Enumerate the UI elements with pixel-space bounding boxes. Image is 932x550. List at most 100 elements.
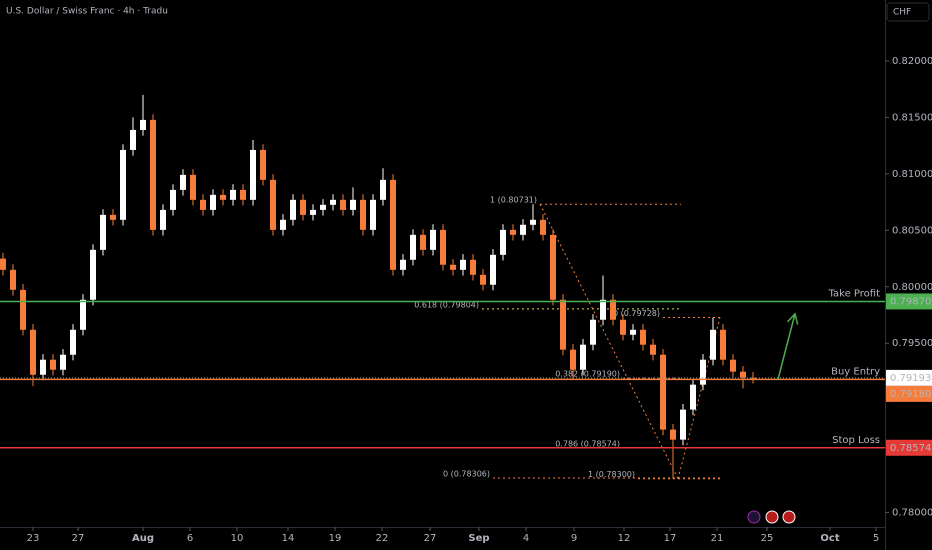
candle-body [130, 129, 136, 150]
candle-body [40, 359, 46, 375]
level-name: Stop Loss [832, 435, 880, 446]
candle-body [360, 199, 366, 230]
candle-body [320, 204, 326, 210]
x-tick-label: 9 [571, 533, 577, 544]
arrow [777, 313, 796, 380]
fib-label: 1 (0.78300) [588, 470, 635, 479]
candle-body [650, 344, 656, 355]
candle-body [60, 354, 66, 370]
chart-title: U.S. Dollar / Swiss Franc · 4h · Tradu [6, 7, 168, 17]
y-tick-label: 0.81000 [892, 169, 932, 180]
candle-body [240, 189, 246, 200]
price-box [886, 385, 932, 402]
candle-body [460, 259, 466, 270]
candle-body [480, 274, 486, 285]
candle-body [140, 119, 146, 130]
x-tick-label: 6 [187, 533, 193, 544]
candle-body [370, 199, 376, 230]
candle-body [20, 289, 26, 330]
candle-body [50, 359, 56, 370]
candle-body [510, 229, 516, 235]
x-tick-label: 27 [72, 533, 85, 544]
x-tick-label: Oct [820, 533, 839, 544]
trendline [539, 204, 679, 479]
candle-body [620, 319, 626, 335]
fib-label: 0.786 (0.78574) [555, 439, 620, 448]
candle-body [470, 259, 476, 275]
candle-body [550, 234, 556, 300]
candle-body [70, 329, 76, 355]
candle-body [710, 329, 716, 360]
candle-body [250, 149, 256, 200]
candle-body [350, 199, 356, 210]
candle-body [600, 299, 606, 320]
event-icon[interactable] [782, 510, 796, 524]
candle-body [220, 194, 226, 200]
x-tick-label: 27 [424, 533, 437, 544]
candle-body [450, 264, 456, 270]
x-tick-label: 5 [873, 533, 879, 544]
candle-body [200, 199, 206, 210]
y-tick-label: 0.81500 [892, 112, 932, 123]
candle-body [720, 329, 726, 360]
fib-label: 0.382 (0.79190) [555, 370, 620, 379]
price-box [886, 369, 932, 386]
x-tick-label: 10 [231, 533, 244, 544]
x-tick-label: 14 [282, 533, 295, 544]
price-box [886, 439, 932, 456]
candle-body [170, 189, 176, 210]
level-name: Take Profit [828, 288, 881, 299]
x-tick-label: Sep [468, 533, 489, 544]
candle-body [530, 219, 536, 225]
candle-body [180, 174, 186, 190]
level-name: Buy Entry [831, 366, 880, 377]
arrow-head [786, 312, 799, 325]
x-tick-label: Aug [132, 533, 154, 544]
candle-body [190, 174, 196, 200]
candle-body [740, 371, 746, 378]
candle-body [700, 359, 706, 385]
candle-body [580, 344, 586, 370]
x-tick-label: 12 [618, 533, 631, 544]
price-box-label: 0.78574 [890, 443, 931, 454]
candle-body [560, 299, 566, 350]
candle-body [670, 429, 676, 440]
event-icon[interactable] [747, 510, 761, 524]
x-tick-label: 19 [329, 533, 342, 544]
candle-body [30, 329, 36, 375]
candle-body [300, 199, 306, 215]
price-box [886, 293, 932, 310]
candle-body [730, 359, 736, 372]
candle-body [270, 179, 276, 230]
currency-box[interactable] [886, 2, 930, 22]
candle-body [210, 194, 216, 210]
price-box-label: 0.79870 [890, 296, 931, 307]
candle-body [440, 229, 446, 265]
x-tick-label: 23 [27, 533, 40, 544]
candle-body [570, 349, 576, 370]
y-tick-label: 0.79500 [892, 338, 932, 349]
candle-body [390, 179, 396, 270]
candle-body [400, 259, 406, 270]
candle-body [120, 149, 126, 220]
candle-body [690, 384, 696, 410]
candle-body [590, 319, 596, 345]
candle-body [410, 234, 416, 260]
fib-label: 1 (0.80731) [490, 196, 537, 205]
fib-label: 0.618 (0.79804) [414, 300, 479, 309]
candle-body [0, 258, 6, 270]
candle-body [540, 219, 546, 235]
candle-body [660, 354, 666, 430]
candle-body [430, 229, 436, 250]
x-tick-label: 25 [761, 533, 774, 544]
candle-body [330, 199, 336, 205]
candle-body [100, 214, 106, 250]
event-icon[interactable] [765, 510, 779, 524]
candle-body [10, 269, 16, 290]
candle-body [420, 234, 426, 250]
x-tick-label: 17 [664, 533, 677, 544]
x-tick-label: 21 [711, 533, 724, 544]
price-box-label: 0.79180 [890, 389, 931, 400]
fib-label: 0 (0.79728) [613, 309, 660, 318]
